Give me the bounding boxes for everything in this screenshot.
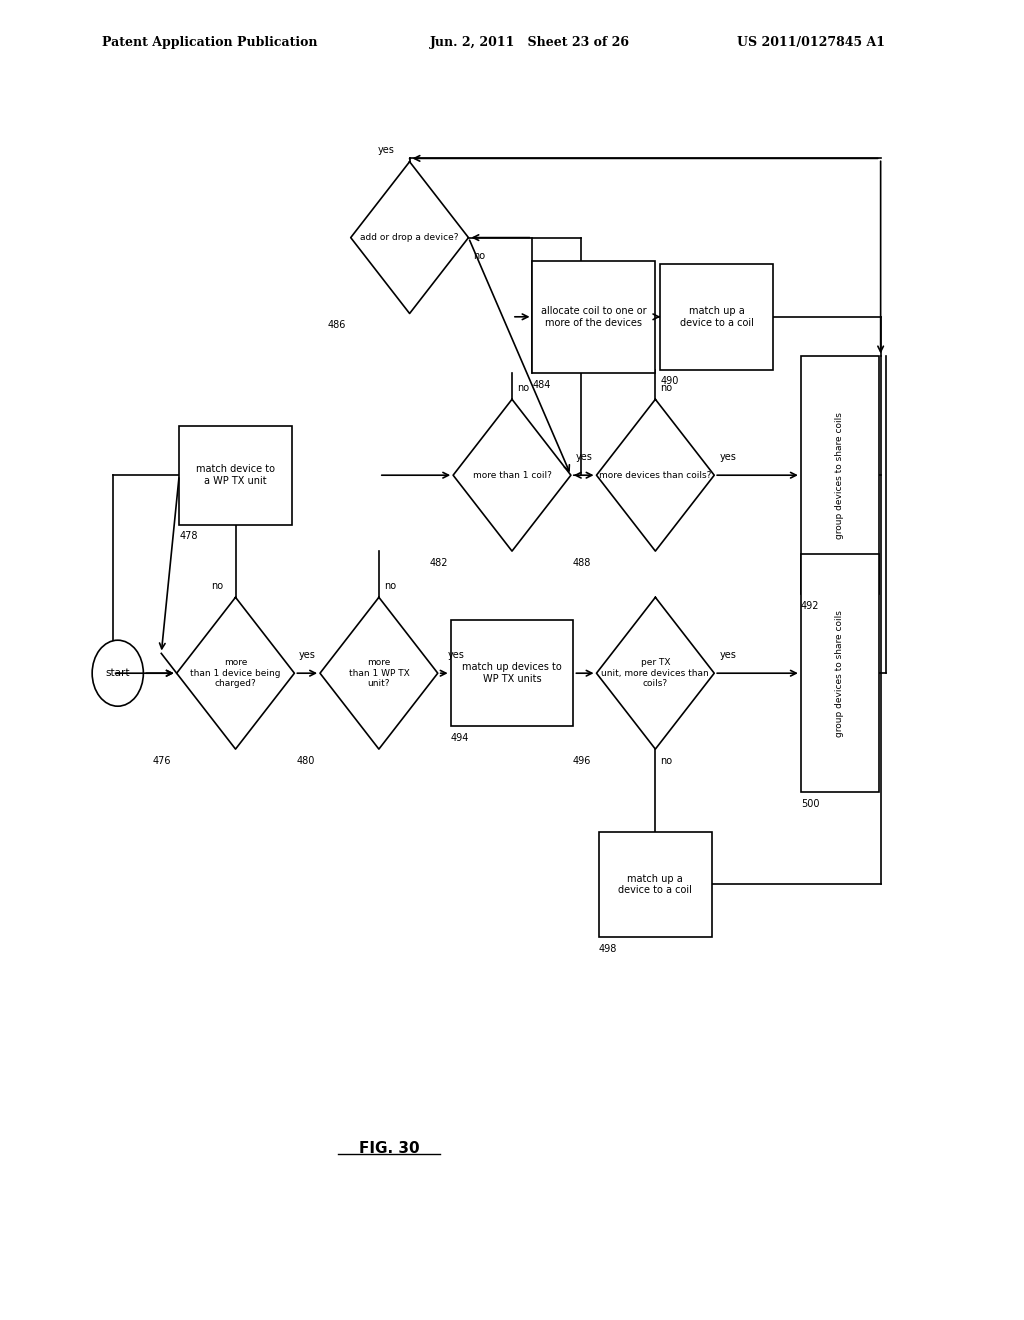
FancyBboxPatch shape (801, 554, 879, 792)
Text: allocate coil to one or
more of the devices: allocate coil to one or more of the devi… (541, 306, 647, 327)
Text: more
than 1 device being
charged?: more than 1 device being charged? (190, 659, 281, 688)
Text: yes: yes (449, 649, 465, 660)
Text: no: no (517, 383, 529, 393)
Text: yes: yes (575, 451, 592, 462)
Circle shape (92, 640, 143, 706)
Text: no: no (211, 581, 223, 591)
Text: more
than 1 WP TX
unit?: more than 1 WP TX unit? (348, 659, 410, 688)
Text: yes: yes (719, 649, 736, 660)
Text: match up a
device to a coil: match up a device to a coil (618, 874, 692, 895)
Text: 498: 498 (599, 944, 617, 954)
Text: match up devices to
WP TX units: match up devices to WP TX units (462, 663, 562, 684)
Text: 478: 478 (179, 531, 198, 541)
FancyBboxPatch shape (451, 620, 573, 726)
Polygon shape (350, 162, 469, 314)
Polygon shape (319, 597, 438, 750)
Text: 494: 494 (451, 733, 469, 743)
FancyBboxPatch shape (532, 261, 655, 372)
Text: 492: 492 (801, 601, 819, 611)
FancyBboxPatch shape (660, 264, 773, 370)
FancyBboxPatch shape (599, 832, 712, 937)
Polygon shape (596, 399, 715, 552)
Text: no: no (660, 383, 673, 393)
Text: no: no (473, 251, 485, 261)
Text: Jun. 2, 2011   Sheet 23 of 26: Jun. 2, 2011 Sheet 23 of 26 (430, 36, 630, 49)
Text: start: start (105, 668, 130, 678)
Text: 490: 490 (660, 376, 679, 387)
Text: 476: 476 (153, 755, 172, 766)
Text: 480: 480 (297, 755, 315, 766)
Text: group devices to share coils: group devices to share coils (836, 412, 844, 539)
Text: match up a
device to a coil: match up a device to a coil (680, 306, 754, 327)
Polygon shape (453, 399, 571, 552)
Text: no: no (384, 581, 396, 591)
Text: group devices to share coils: group devices to share coils (836, 610, 844, 737)
Text: per TX
unit, more devices than
coils?: per TX unit, more devices than coils? (601, 659, 710, 688)
Text: more devices than coils?: more devices than coils? (599, 471, 712, 479)
Text: match device to
a WP TX unit: match device to a WP TX unit (196, 465, 275, 486)
Text: 500: 500 (801, 799, 819, 809)
FancyBboxPatch shape (801, 356, 879, 594)
FancyBboxPatch shape (179, 425, 292, 524)
Text: yes: yes (378, 145, 394, 156)
Text: 484: 484 (532, 380, 551, 389)
Text: FIG. 30: FIG. 30 (358, 1140, 420, 1156)
Text: 482: 482 (429, 557, 449, 568)
Text: yes: yes (719, 451, 736, 462)
Text: yes: yes (299, 649, 315, 660)
Text: 488: 488 (573, 557, 592, 568)
Polygon shape (596, 597, 715, 750)
Text: more than 1 coil?: more than 1 coil? (472, 471, 552, 479)
Text: add or drop a device?: add or drop a device? (360, 234, 459, 242)
Text: 496: 496 (573, 755, 592, 766)
Text: Patent Application Publication: Patent Application Publication (102, 36, 317, 49)
Text: US 2011/0127845 A1: US 2011/0127845 A1 (737, 36, 886, 49)
Text: no: no (660, 755, 673, 766)
Polygon shape (177, 597, 295, 750)
Text: 486: 486 (328, 321, 346, 330)
